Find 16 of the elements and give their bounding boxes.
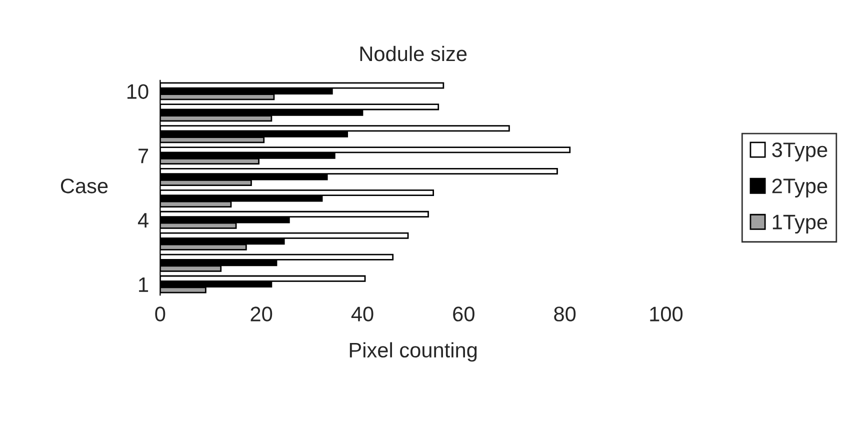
y-axis-title: Case — [60, 178, 108, 194]
x-tick-label: 20 — [250, 306, 272, 322]
legend-label: 2Type — [772, 178, 828, 198]
x-tick-label: 0 — [155, 306, 166, 322]
x-tick-label: 60 — [453, 306, 474, 322]
legend-label: 1Type — [772, 214, 828, 234]
x-tick-label: 80 — [554, 306, 576, 322]
x-tick-label: 40 — [351, 306, 374, 322]
x-axis-title: Pixel counting — [350, 342, 477, 362]
chart-title: Nodule size — [360, 46, 467, 62]
y-tick-label: 4 — [138, 213, 148, 228]
y-tick-label: 10 — [127, 84, 148, 99]
legend-label: 3Type — [772, 142, 828, 162]
x-tick-label: 100 — [650, 306, 683, 322]
y-tick-label: 1 — [139, 278, 148, 292]
y-tick-label: 7 — [138, 148, 148, 164]
